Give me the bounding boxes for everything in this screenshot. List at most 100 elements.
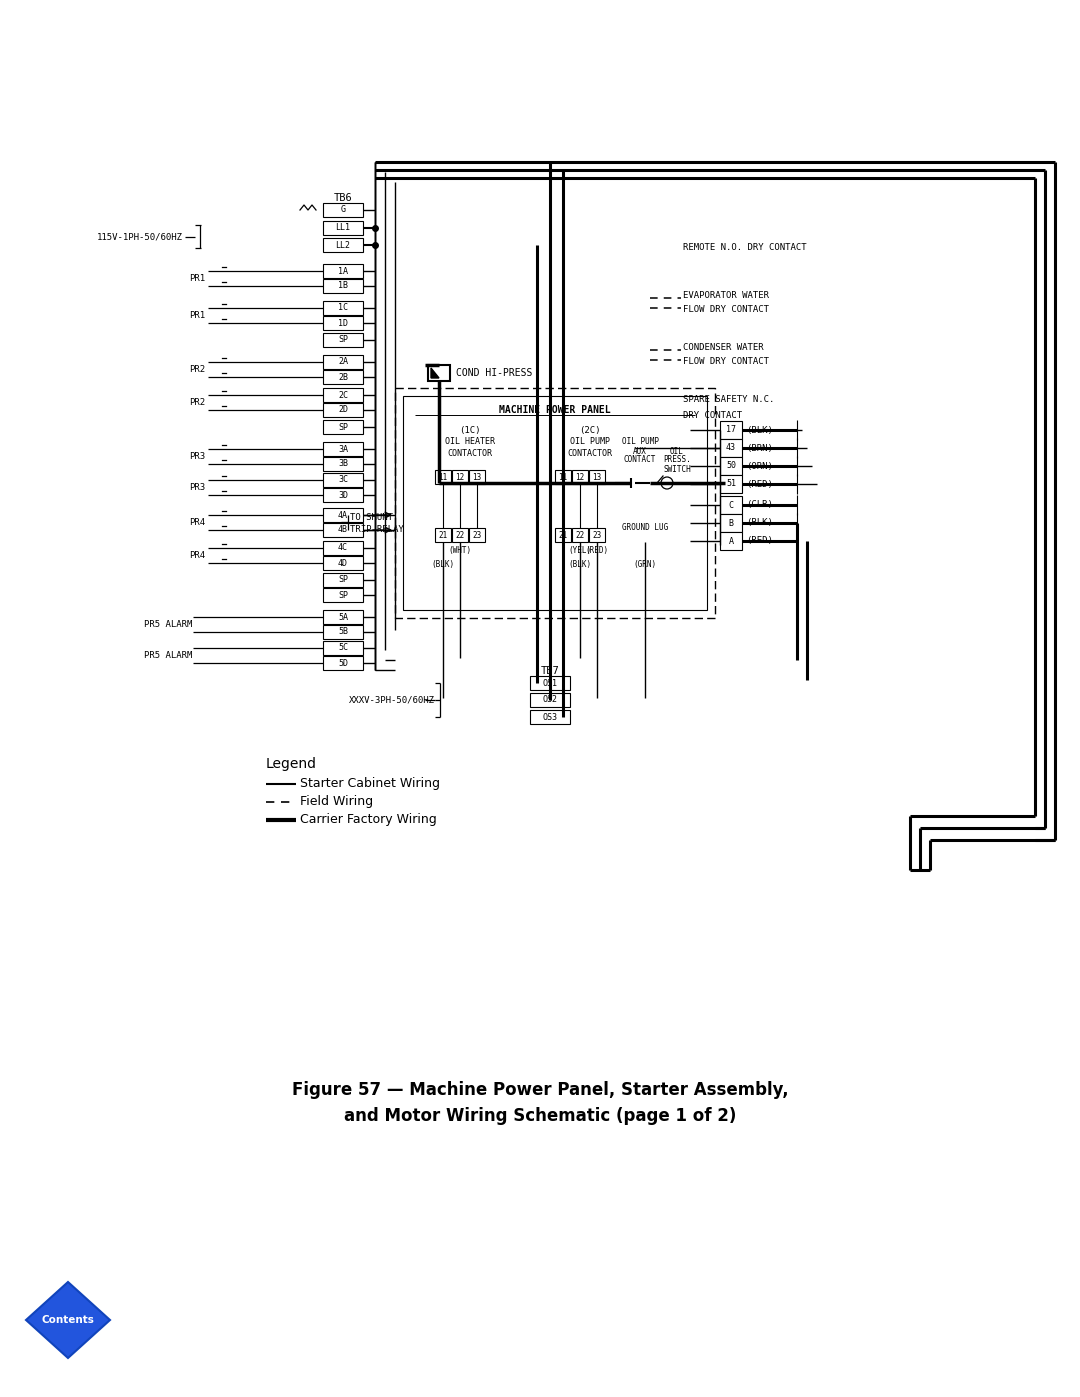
Bar [530,710,570,724]
Bar [572,528,588,542]
Bar [323,541,363,555]
Bar [323,237,363,251]
Text: SP: SP [338,335,348,345]
Text: 115V-1PH-50/60HZ: 115V-1PH-50/60HZ [97,232,183,242]
Bar [572,469,588,483]
Text: 11: 11 [438,474,447,482]
Text: PR4: PR4 [189,518,205,527]
Bar [555,469,571,483]
Bar [555,528,571,542]
Bar [720,420,742,439]
Text: GROUND LUG: GROUND LUG [622,524,669,532]
Text: 5B: 5B [338,627,348,637]
Bar [323,420,363,434]
Bar [323,657,363,671]
Bar [323,402,363,416]
Bar [323,316,363,330]
Bar [720,514,742,532]
Text: PRESS.: PRESS. [663,455,691,464]
Polygon shape [431,367,438,379]
Text: 1C: 1C [338,303,348,313]
Text: CONTACTOR: CONTACTOR [447,448,492,457]
Text: 23: 23 [472,531,482,541]
Bar [589,528,605,542]
Text: OIL PUMP: OIL PUMP [621,437,659,447]
Text: (RED): (RED) [746,479,773,489]
Text: (2C): (2C) [579,426,600,434]
Bar [323,573,363,587]
Text: OIL: OIL [670,447,684,455]
Bar [323,300,363,314]
Bar [453,528,468,542]
Text: 1A: 1A [338,267,348,275]
Text: 12: 12 [456,474,464,482]
Text: SPARE SAFETY N.C.: SPARE SAFETY N.C. [683,395,774,405]
Text: 1B: 1B [338,282,348,291]
Text: 5C: 5C [338,644,348,652]
Text: SP: SP [338,591,348,599]
Bar [323,641,363,655]
Text: (YEL): (YEL) [568,546,592,556]
Text: 2D: 2D [338,405,348,415]
Text: 4B: 4B [338,525,348,535]
Bar [720,532,742,550]
Text: TB6: TB6 [334,193,352,203]
Text: EVAPORATOR WATER: EVAPORATOR WATER [683,291,769,299]
Text: CONDENSER WATER: CONDENSER WATER [683,344,764,352]
Text: TB7: TB7 [541,666,559,676]
Text: (BLK): (BLK) [568,560,592,570]
Text: AUX: AUX [633,447,647,455]
Text: (BRN): (BRN) [746,443,773,453]
Text: 3C: 3C [338,475,348,485]
Text: SP: SP [338,576,348,584]
Text: 4C: 4C [338,543,348,552]
Text: 13: 13 [472,474,482,482]
Bar [720,475,742,493]
Bar [323,388,363,402]
Bar [589,469,605,483]
Bar [530,676,570,690]
Bar [403,395,707,610]
Bar [323,332,363,346]
Text: (GRN): (GRN) [634,560,657,570]
Text: TO SHUNT: TO SHUNT [350,513,393,521]
Bar [323,457,363,471]
Text: 2B: 2B [338,373,348,381]
Text: XXXV-3PH-50/60HZ: XXXV-3PH-50/60HZ [349,696,435,704]
Text: 11: 11 [558,474,568,482]
Bar [720,439,742,457]
Bar [323,355,363,369]
Text: 51: 51 [726,479,735,489]
Text: OIL PUMP: OIL PUMP [570,437,610,447]
Text: A: A [729,536,733,545]
Bar [323,370,363,384]
Text: 3D: 3D [338,490,348,500]
Text: G: G [340,205,346,215]
Text: SP: SP [338,422,348,432]
Text: 12: 12 [576,474,584,482]
Text: (RED): (RED) [746,536,773,545]
Bar [323,610,363,624]
Text: COND HI-PRESS: COND HI-PRESS [456,367,532,379]
Bar [323,203,363,217]
Text: 5A: 5A [338,612,348,622]
Bar [323,509,363,522]
Bar [323,522,363,536]
Bar [323,441,363,455]
Text: 2A: 2A [338,358,348,366]
Text: PR5 ALARM: PR5 ALARM [144,651,192,659]
Bar [323,556,363,570]
Text: PR3: PR3 [189,453,205,461]
Text: SWITCH: SWITCH [663,464,691,474]
Text: 17: 17 [726,426,735,434]
Text: Legend: Legend [266,757,318,771]
Text: 22: 22 [456,531,464,541]
Text: 50: 50 [726,461,735,471]
Bar [323,488,363,502]
Bar [323,624,363,638]
Text: 23: 23 [592,531,602,541]
Text: DRY CONTACT: DRY CONTACT [683,411,742,419]
Text: (RED): (RED) [585,546,608,556]
Text: (ORN): (ORN) [746,461,773,471]
Polygon shape [26,1282,110,1358]
